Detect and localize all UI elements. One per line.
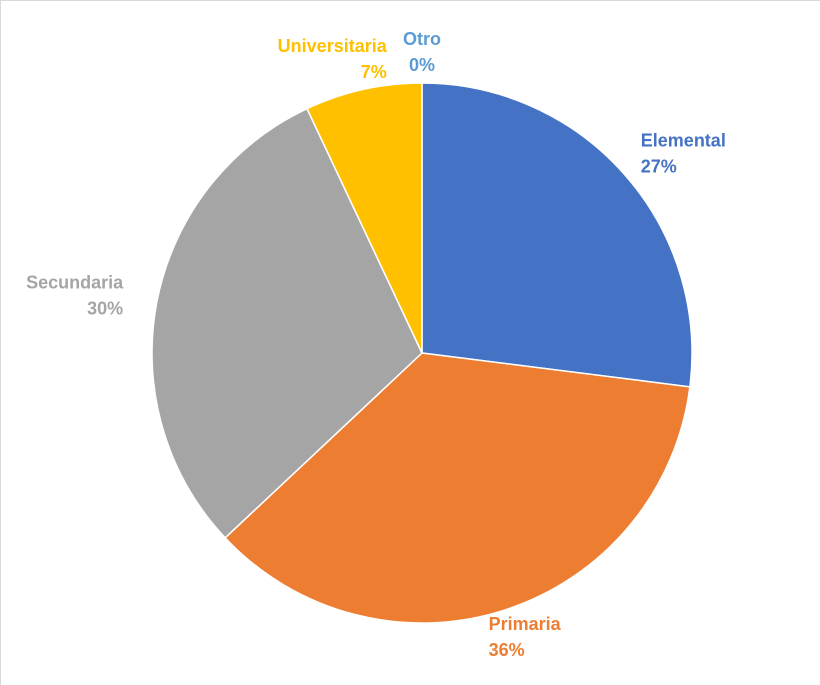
pie-slice (151, 107, 423, 539)
pie-slice (421, 82, 693, 388)
slice-value-label: 0% (409, 55, 435, 75)
slice-value-label: 7% (361, 62, 387, 82)
slice-label: Elemental (641, 130, 726, 150)
pie-slice (224, 352, 691, 624)
slice-value-label: 27% (641, 156, 677, 176)
slice-label: Primaria (489, 614, 562, 634)
pie-slice (306, 82, 423, 354)
slice-label: Otro (403, 29, 441, 49)
slice-label: Universitaria (278, 36, 388, 56)
slice-label: Secundaria (26, 273, 124, 293)
slice-value-label: 30% (87, 299, 123, 319)
slice-value-label: 36% (489, 640, 525, 660)
